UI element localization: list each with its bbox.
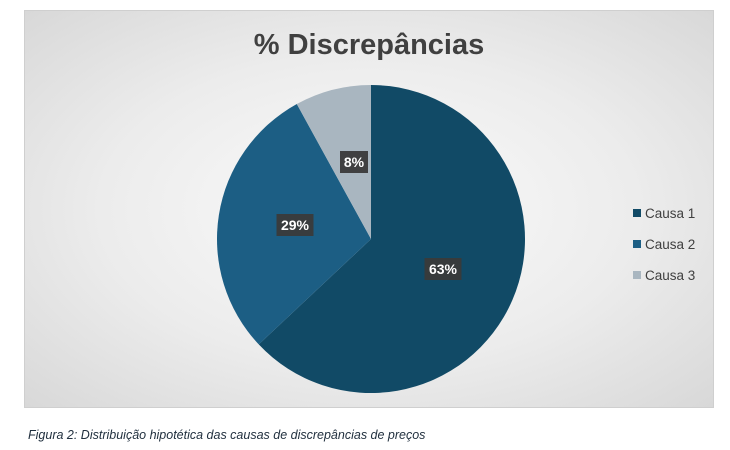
legend-label-causa-3: Causa 3 (645, 267, 696, 283)
data-label-2: 29% (276, 214, 314, 236)
data-label-3: 8% (340, 151, 368, 173)
chart-title: % Discrepâncias (253, 29, 485, 61)
legend-label-causa-1: Causa 1 (645, 205, 696, 221)
pie-chart: 63% 29% 8% (217, 85, 525, 393)
svg-text:63%: 63% (429, 261, 458, 277)
legend-label-causa-2: Causa 2 (645, 236, 696, 252)
legend-swatch-causa-2 (633, 240, 641, 248)
legend-swatch-causa-1 (633, 209, 641, 217)
legend-swatch-causa-3 (633, 271, 641, 279)
chart-area: % Discrepâncias 63% 29% 8% Causa 1 Causa 2… (24, 10, 714, 408)
pie-slice-3 (296, 85, 371, 239)
figure-caption: Figura 2: Distribuição hipotética das ca… (28, 428, 426, 442)
legend-item-causa-2: Causa 2 (633, 234, 695, 254)
svg-text:8%: 8% (344, 154, 365, 170)
legend: Causa 1 Causa 2 Causa 3 (627, 199, 699, 300)
svg-text:29%: 29% (281, 217, 310, 233)
legend-item-causa-3: Causa 3 (633, 265, 695, 285)
data-label-1: 63% (424, 258, 462, 280)
legend-item-causa-1: Causa 1 (633, 203, 695, 223)
pie-slice-1 (258, 85, 525, 393)
